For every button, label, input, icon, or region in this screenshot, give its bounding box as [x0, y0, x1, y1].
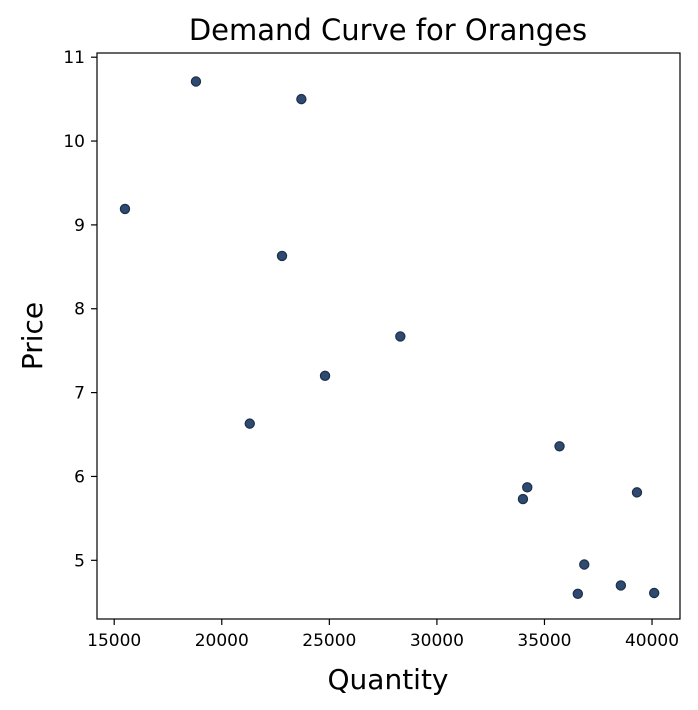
- y-tick-label: 9: [74, 216, 85, 236]
- y-tick-label: 11: [63, 48, 85, 68]
- data-point: [631, 487, 643, 498]
- x-tick-label: 20000: [195, 631, 249, 651]
- y-tick-label: 8: [74, 300, 85, 320]
- x-tick-label: 15000: [87, 631, 141, 651]
- data-point: [522, 482, 533, 493]
- data-point: [615, 580, 627, 591]
- y-tick-label: 7: [74, 384, 85, 404]
- data-point: [579, 559, 590, 570]
- x-axis-label: Quantity: [328, 663, 449, 696]
- axis-ticks: 15000 20000 25000 30000 35000 40000 5 6 7 8 9 10 11: [63, 48, 679, 651]
- data-point: [276, 250, 288, 262]
- x-tick-label: 40000: [625, 631, 679, 651]
- data-point: [517, 493, 529, 505]
- x-tick-label: 30000: [410, 631, 464, 651]
- data-point: [554, 441, 565, 452]
- data-point: [648, 587, 660, 599]
- y-tick-label: 10: [63, 132, 85, 152]
- data-point: [319, 370, 331, 382]
- y-tick-label: 5: [74, 551, 85, 571]
- x-tick-label: 35000: [517, 631, 571, 651]
- data-points: [119, 76, 660, 600]
- data-point: [244, 418, 255, 429]
- x-tick-label: 25000: [302, 631, 356, 651]
- y-tick-label: 6: [74, 467, 85, 487]
- data-point: [296, 93, 307, 105]
- y-axis-label: Price: [16, 302, 49, 370]
- data-point: [190, 76, 202, 87]
- plot-frame: [96, 52, 681, 620]
- chart-title: Demand Curve for Oranges: [189, 13, 587, 47]
- data-point: [119, 203, 131, 215]
- data-point: [572, 588, 584, 600]
- data-point: [395, 331, 406, 342]
